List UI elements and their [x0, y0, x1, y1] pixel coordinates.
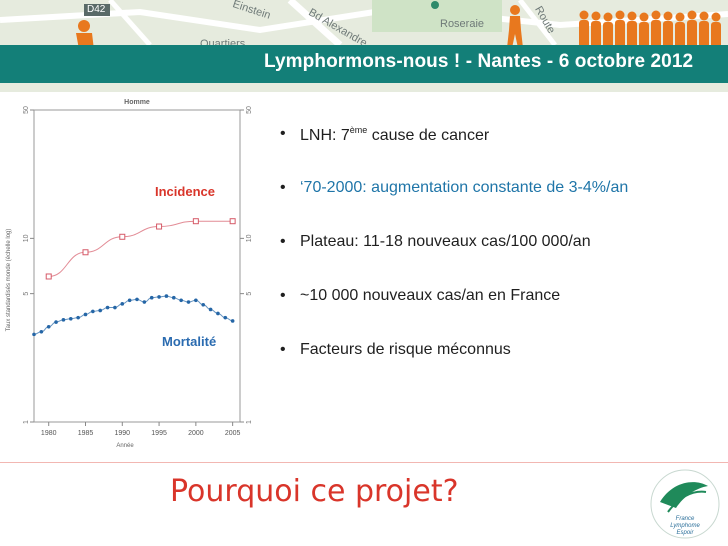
- bullet-text: ~10 000 nouveaux cas/an en France: [300, 287, 561, 304]
- person-silhouette-icon: [579, 10, 589, 48]
- mortality-data-point: [68, 316, 73, 321]
- mortality-data-point: [230, 319, 235, 323]
- person-silhouette-icon: [699, 11, 709, 48]
- walking-person-icon: [507, 5, 523, 48]
- mortality-series-line: [33, 295, 233, 335]
- mortality-data-point: [105, 305, 110, 310]
- bullet-list: LNH: 7ème cause de cancer ‘70-2000: augm…: [278, 125, 628, 395]
- x-tick-label: 1990: [114, 430, 130, 437]
- y-tick-label-right: 50: [246, 106, 253, 114]
- y-tick-label-left: 10: [23, 234, 30, 242]
- bullet-item: Facteurs de risque méconnus: [278, 341, 628, 395]
- bullet-text: Facteurs de risque méconnus: [300, 341, 511, 358]
- slide-header-title: Lymphormons-nous ! - Nantes - 6 octobre …: [264, 51, 694, 72]
- mortality-data-point: [216, 311, 220, 316]
- mortality-data-point: [142, 300, 147, 304]
- mortalite-label: Mortalité: [158, 332, 221, 351]
- divider-line: [0, 462, 728, 463]
- x-tick-label: 1985: [78, 430, 94, 437]
- incidence-data-point: [119, 233, 126, 240]
- mortality-data-point: [76, 315, 80, 320]
- bullet-item: ~10 000 nouveaux cas/an en France: [278, 287, 628, 341]
- mortality-data-point: [113, 305, 117, 310]
- person-silhouette-icon: [603, 12, 613, 48]
- logo-text-line: Lymphome: [670, 523, 700, 529]
- mortality-data-point: [91, 309, 95, 314]
- x-tick-label: 1995: [151, 430, 167, 437]
- mortality-data-point: [208, 307, 213, 312]
- header-banner: D42 Quartiers Einstein Roseraie Route Bd…: [0, 0, 728, 92]
- y-axis-label: Taux standardisés monde (échelle log): [6, 229, 12, 332]
- map-label-road: D42: [87, 4, 106, 15]
- slide-title: Pourquoi ce projet?: [170, 474, 459, 509]
- mortality-data-point: [120, 302, 125, 306]
- logo-text-line: Espoir: [676, 530, 694, 536]
- mortality-data-point: [194, 298, 198, 303]
- person-silhouette-icon: [675, 12, 685, 48]
- mortality-data-point: [54, 320, 58, 324]
- plot-frame: [33, 109, 241, 423]
- x-tick-label: 2000: [188, 430, 204, 437]
- incidence-data-point: [45, 273, 52, 280]
- incidence-label: Incidence: [151, 182, 219, 201]
- mortality-data-point: [83, 312, 88, 317]
- y-tick-label-right: 1: [246, 420, 253, 424]
- person-silhouette-icon: [663, 11, 673, 48]
- mortality-data-point: [127, 298, 132, 303]
- person-silhouette-icon: [651, 10, 661, 48]
- y-tick-label-left: 5: [23, 292, 30, 296]
- mortality-data-point: [201, 302, 206, 307]
- mortality-data-point: [32, 332, 36, 337]
- mortality-data-point: [157, 295, 161, 299]
- y-tick-label-left: 50: [23, 106, 30, 114]
- y-tick-label-right: 5: [246, 292, 253, 296]
- y-tick-label-right: 10: [246, 234, 253, 242]
- logo-text-line: France: [676, 516, 695, 522]
- person-silhouette-icon: [687, 10, 697, 48]
- person-silhouette-icon: [711, 12, 721, 48]
- mortality-data-point: [61, 318, 66, 322]
- association-logo: France Lymphome Espoir: [650, 469, 720, 539]
- person-silhouette-icon: [627, 11, 637, 48]
- bullet-text: ‘70-2000: augmentation constante de 3-4%…: [300, 179, 629, 196]
- bullet-superscript: ème: [349, 125, 368, 135]
- mortality-data-point: [186, 300, 191, 304]
- mortality-data-point: [135, 297, 139, 302]
- mortalite-label-text: Mortalité: [162, 334, 217, 349]
- mortality-data-point: [179, 298, 183, 303]
- y-tick-label-left: 1: [23, 420, 30, 424]
- incidence-data-point: [192, 218, 199, 225]
- person-silhouette-icon: [639, 12, 649, 48]
- crowd-icon: [579, 10, 721, 48]
- x-tick-label: 1980: [41, 430, 57, 437]
- chart-title: Homme: [124, 99, 150, 106]
- x-axis-label: Année: [116, 443, 134, 449]
- header-bar: [0, 45, 728, 83]
- mortality-data-point: [164, 294, 169, 298]
- incidence-series-line: [48, 220, 233, 277]
- incidence-data-point: [229, 218, 236, 225]
- bullet-text: Plateau: 11-18 nouveaux cas/100 000/an: [300, 233, 591, 250]
- x-tick-label: 2005: [225, 430, 241, 437]
- person-silhouette-icon: [591, 11, 601, 48]
- mortality-data-point: [223, 315, 228, 320]
- bullet-text-suffix: cause de cancer: [367, 127, 490, 144]
- bullet-item: Plateau: 11-18 nouveaux cas/100 000/an: [278, 233, 628, 287]
- mortality-data-point: [39, 329, 44, 334]
- incidence-label-text: Incidence: [155, 184, 215, 199]
- mortality-data-point: [171, 295, 176, 300]
- map-label-roseraie: Roseraie: [440, 18, 485, 30]
- bullet-text: LNH: 7: [300, 127, 350, 144]
- bullet-item: ‘70-2000: augmentation constante de 3-4%…: [278, 179, 628, 233]
- mortality-data-point: [46, 324, 51, 329]
- incidence-data-point: [156, 223, 163, 230]
- mortality-data-point: [149, 295, 154, 300]
- person-silhouette-icon: [615, 10, 625, 48]
- incidence-data-point: [82, 249, 89, 256]
- bullet-item: LNH: 7ème cause de cancer: [278, 125, 628, 179]
- mortality-data-point: [98, 308, 103, 313]
- incidence-mortality-chart: Homme 1 1 5 5 10 10 50 50 1980 1985 1990 1995 2000 200…: [6, 99, 253, 449]
